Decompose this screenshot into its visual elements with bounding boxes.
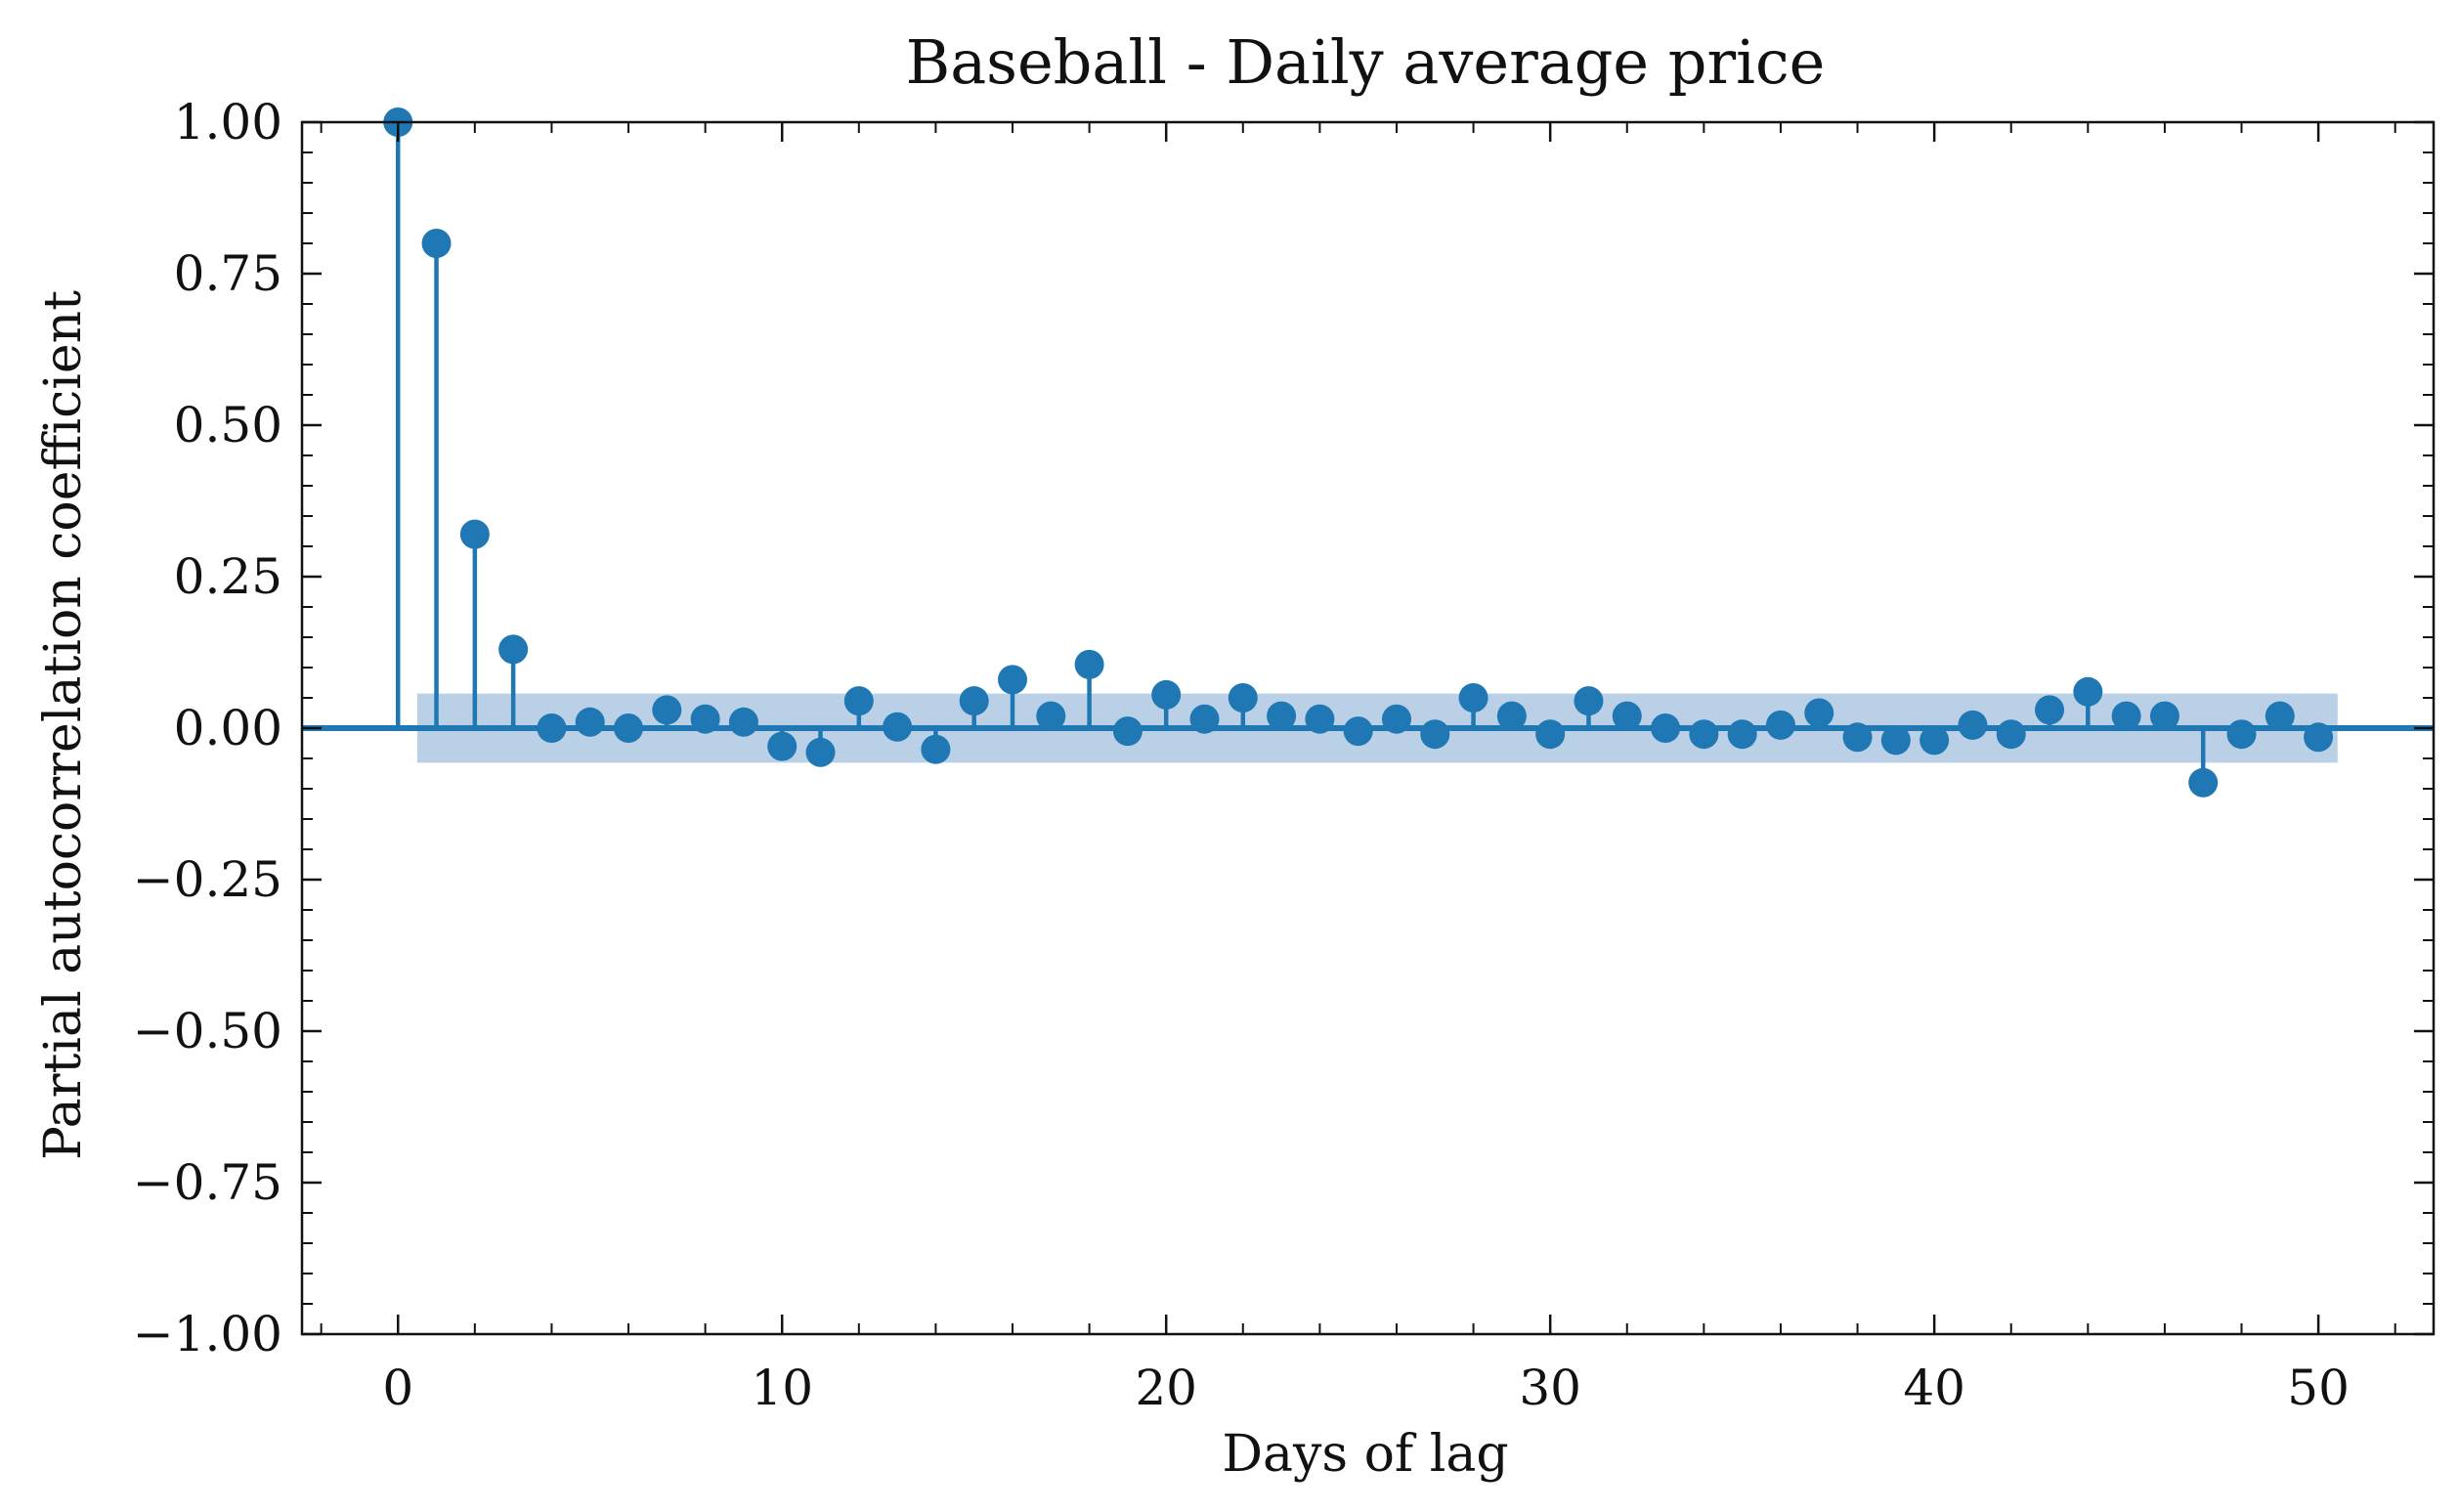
marker-lag-19 [1112, 716, 1143, 747]
y-tick-label: −0.75 [133, 1154, 282, 1211]
y-axis-label: Partial autocorrelation coefficient [34, 290, 93, 1160]
marker-lag-6 [614, 713, 644, 743]
marker-lag-27 [1420, 719, 1450, 750]
marker-lag-2 [459, 519, 490, 549]
marker-lag-29 [1496, 701, 1527, 731]
marker-lag-21 [1189, 704, 1220, 734]
marker-lag-17 [1036, 701, 1066, 731]
y-tick-label: −0.50 [133, 1003, 282, 1059]
marker-lag-31 [1574, 686, 1604, 716]
y-tick-label: 0.00 [174, 700, 282, 756]
marker-lag-25 [1343, 716, 1373, 747]
marker-layer [383, 108, 2334, 798]
y-tick-label: 1.00 [174, 94, 282, 151]
marker-lag-44 [2073, 676, 2103, 707]
x-tick-label: 0 [382, 1360, 413, 1416]
marker-lag-12 [843, 686, 874, 716]
marker-lag-4 [537, 713, 567, 743]
marker-lag-26 [1381, 704, 1411, 734]
marker-lag-18 [1074, 649, 1104, 679]
marker-lag-30 [1535, 719, 1566, 750]
marker-lag-7 [652, 695, 682, 725]
marker-lag-13 [883, 712, 913, 742]
marker-lag-22 [1228, 683, 1258, 713]
marker-lag-10 [767, 731, 798, 761]
y-tick-label: −0.25 [133, 851, 282, 908]
marker-lag-23 [1267, 701, 1297, 731]
marker-lag-9 [728, 707, 758, 737]
marker-lag-11 [805, 737, 836, 767]
marker-lag-5 [575, 707, 605, 737]
marker-lag-14 [921, 734, 951, 764]
x-tick-label: 20 [1135, 1360, 1197, 1416]
marker-lag-1 [421, 229, 452, 258]
y-tick-label: 0.25 [174, 548, 282, 605]
x-tick-label: 50 [2287, 1360, 2350, 1416]
marker-lag-38 [1842, 722, 1873, 753]
marker-lag-50 [2304, 722, 2334, 753]
marker-lag-48 [2226, 719, 2257, 750]
marker-lag-33 [1651, 713, 1681, 743]
tick-label-layer: 0 10 20 30 40 50 1.00 0.75 0.50 0.25 0.00 −0.25 −0.5… [133, 94, 2350, 1416]
x-tick-label: 40 [1903, 1360, 1965, 1416]
chart-title: Baseball - Daily average price [906, 26, 1826, 98]
marker-lag-28 [1458, 683, 1488, 713]
marker-lag-8 [690, 704, 720, 734]
marker-lag-47 [2188, 767, 2219, 798]
y-tick-label: 0.75 [174, 245, 282, 302]
marker-lag-20 [1151, 679, 1182, 710]
marker-lag-42 [1996, 719, 2026, 750]
marker-lag-36 [1765, 710, 1795, 740]
y-tick-label: −1.00 [133, 1306, 282, 1362]
x-tick-label: 10 [751, 1360, 813, 1416]
marker-lag-32 [1612, 701, 1642, 731]
marker-lag-15 [959, 686, 989, 716]
marker-lag-41 [1958, 710, 1988, 740]
marker-lag-34 [1689, 719, 1719, 750]
marker-lag-49 [2265, 701, 2295, 731]
marker-lag-16 [998, 665, 1027, 695]
marker-lag-40 [1920, 725, 1950, 756]
marker-lag-37 [1804, 698, 1834, 728]
marker-lag-24 [1305, 704, 1335, 734]
marker-lag-39 [1880, 725, 1911, 756]
y-tick-label: 0.50 [174, 397, 282, 454]
marker-lag-3 [498, 634, 529, 665]
marker-lag-45 [2111, 701, 2141, 731]
x-axis-label: Days of lag [1222, 1425, 1508, 1484]
marker-lag-46 [2149, 701, 2179, 731]
marker-lag-43 [2035, 695, 2065, 725]
plot-frame [300, 120, 2436, 1336]
x-tick-label: 30 [1519, 1360, 1581, 1416]
marker-lag-35 [1727, 719, 1757, 750]
